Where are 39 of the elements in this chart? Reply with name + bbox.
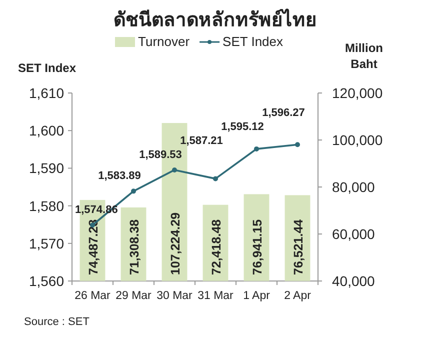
point xyxy=(131,188,136,194)
point xyxy=(295,142,300,148)
y-tick-label: 1,560 xyxy=(28,273,64,289)
data-label: 1,587.21 xyxy=(180,134,223,147)
y-tick-label: 1,600 xyxy=(28,122,64,139)
y-tick-label: 1,580 xyxy=(28,198,64,214)
y2-tick-label: 60,000 xyxy=(332,226,376,242)
x-tick-label: 30 Mar xyxy=(156,290,193,302)
y2-tick-label: 80,000 xyxy=(332,179,376,195)
data-label: 71,308.38 xyxy=(128,219,142,275)
x-tick-label: 2 Apr xyxy=(284,290,312,302)
data-label: 76,521.44 xyxy=(292,219,306,275)
data-label: 74,487.28 xyxy=(86,219,100,275)
y-axis-title: SET Index xyxy=(18,61,76,75)
x-tick-label: 26 Mar xyxy=(74,290,111,302)
chart-title: ดัชนีตลาดหลักทรัพย์ไทย xyxy=(114,8,316,31)
legend-label: Turnover xyxy=(138,34,190,49)
legend-label: SET Index xyxy=(222,34,284,49)
point xyxy=(254,146,259,152)
data-label: 76,941.15 xyxy=(250,219,264,275)
y2-tick-label: 100,000 xyxy=(332,132,383,148)
source-note: Source : SET xyxy=(24,316,90,328)
y2-tick-label: 120,000 xyxy=(332,85,383,101)
data-label: 72,418.48 xyxy=(210,219,224,275)
x-tick-label: 29 Mar xyxy=(116,290,152,302)
y-tick-label: 1,570 xyxy=(28,235,64,252)
y2-axis-title: Million Baht xyxy=(345,41,383,71)
y2-tick-label: 40,000 xyxy=(332,273,376,289)
y-tick-label: 1,610 xyxy=(28,85,64,101)
x-tick-label: 31 Mar xyxy=(198,290,234,302)
data-label: 107,224.29 xyxy=(168,212,182,275)
data-label: 1,595.12 xyxy=(221,120,264,133)
data-label: 1,589.53 xyxy=(139,148,182,161)
data-label: 1,583.89 xyxy=(98,170,141,182)
point xyxy=(213,176,218,182)
x-tick-label: 1 Apr xyxy=(243,290,270,302)
data-label: 1,596.27 xyxy=(262,106,305,119)
point xyxy=(172,167,177,172)
y-tick-label: 1,590 xyxy=(28,160,64,176)
